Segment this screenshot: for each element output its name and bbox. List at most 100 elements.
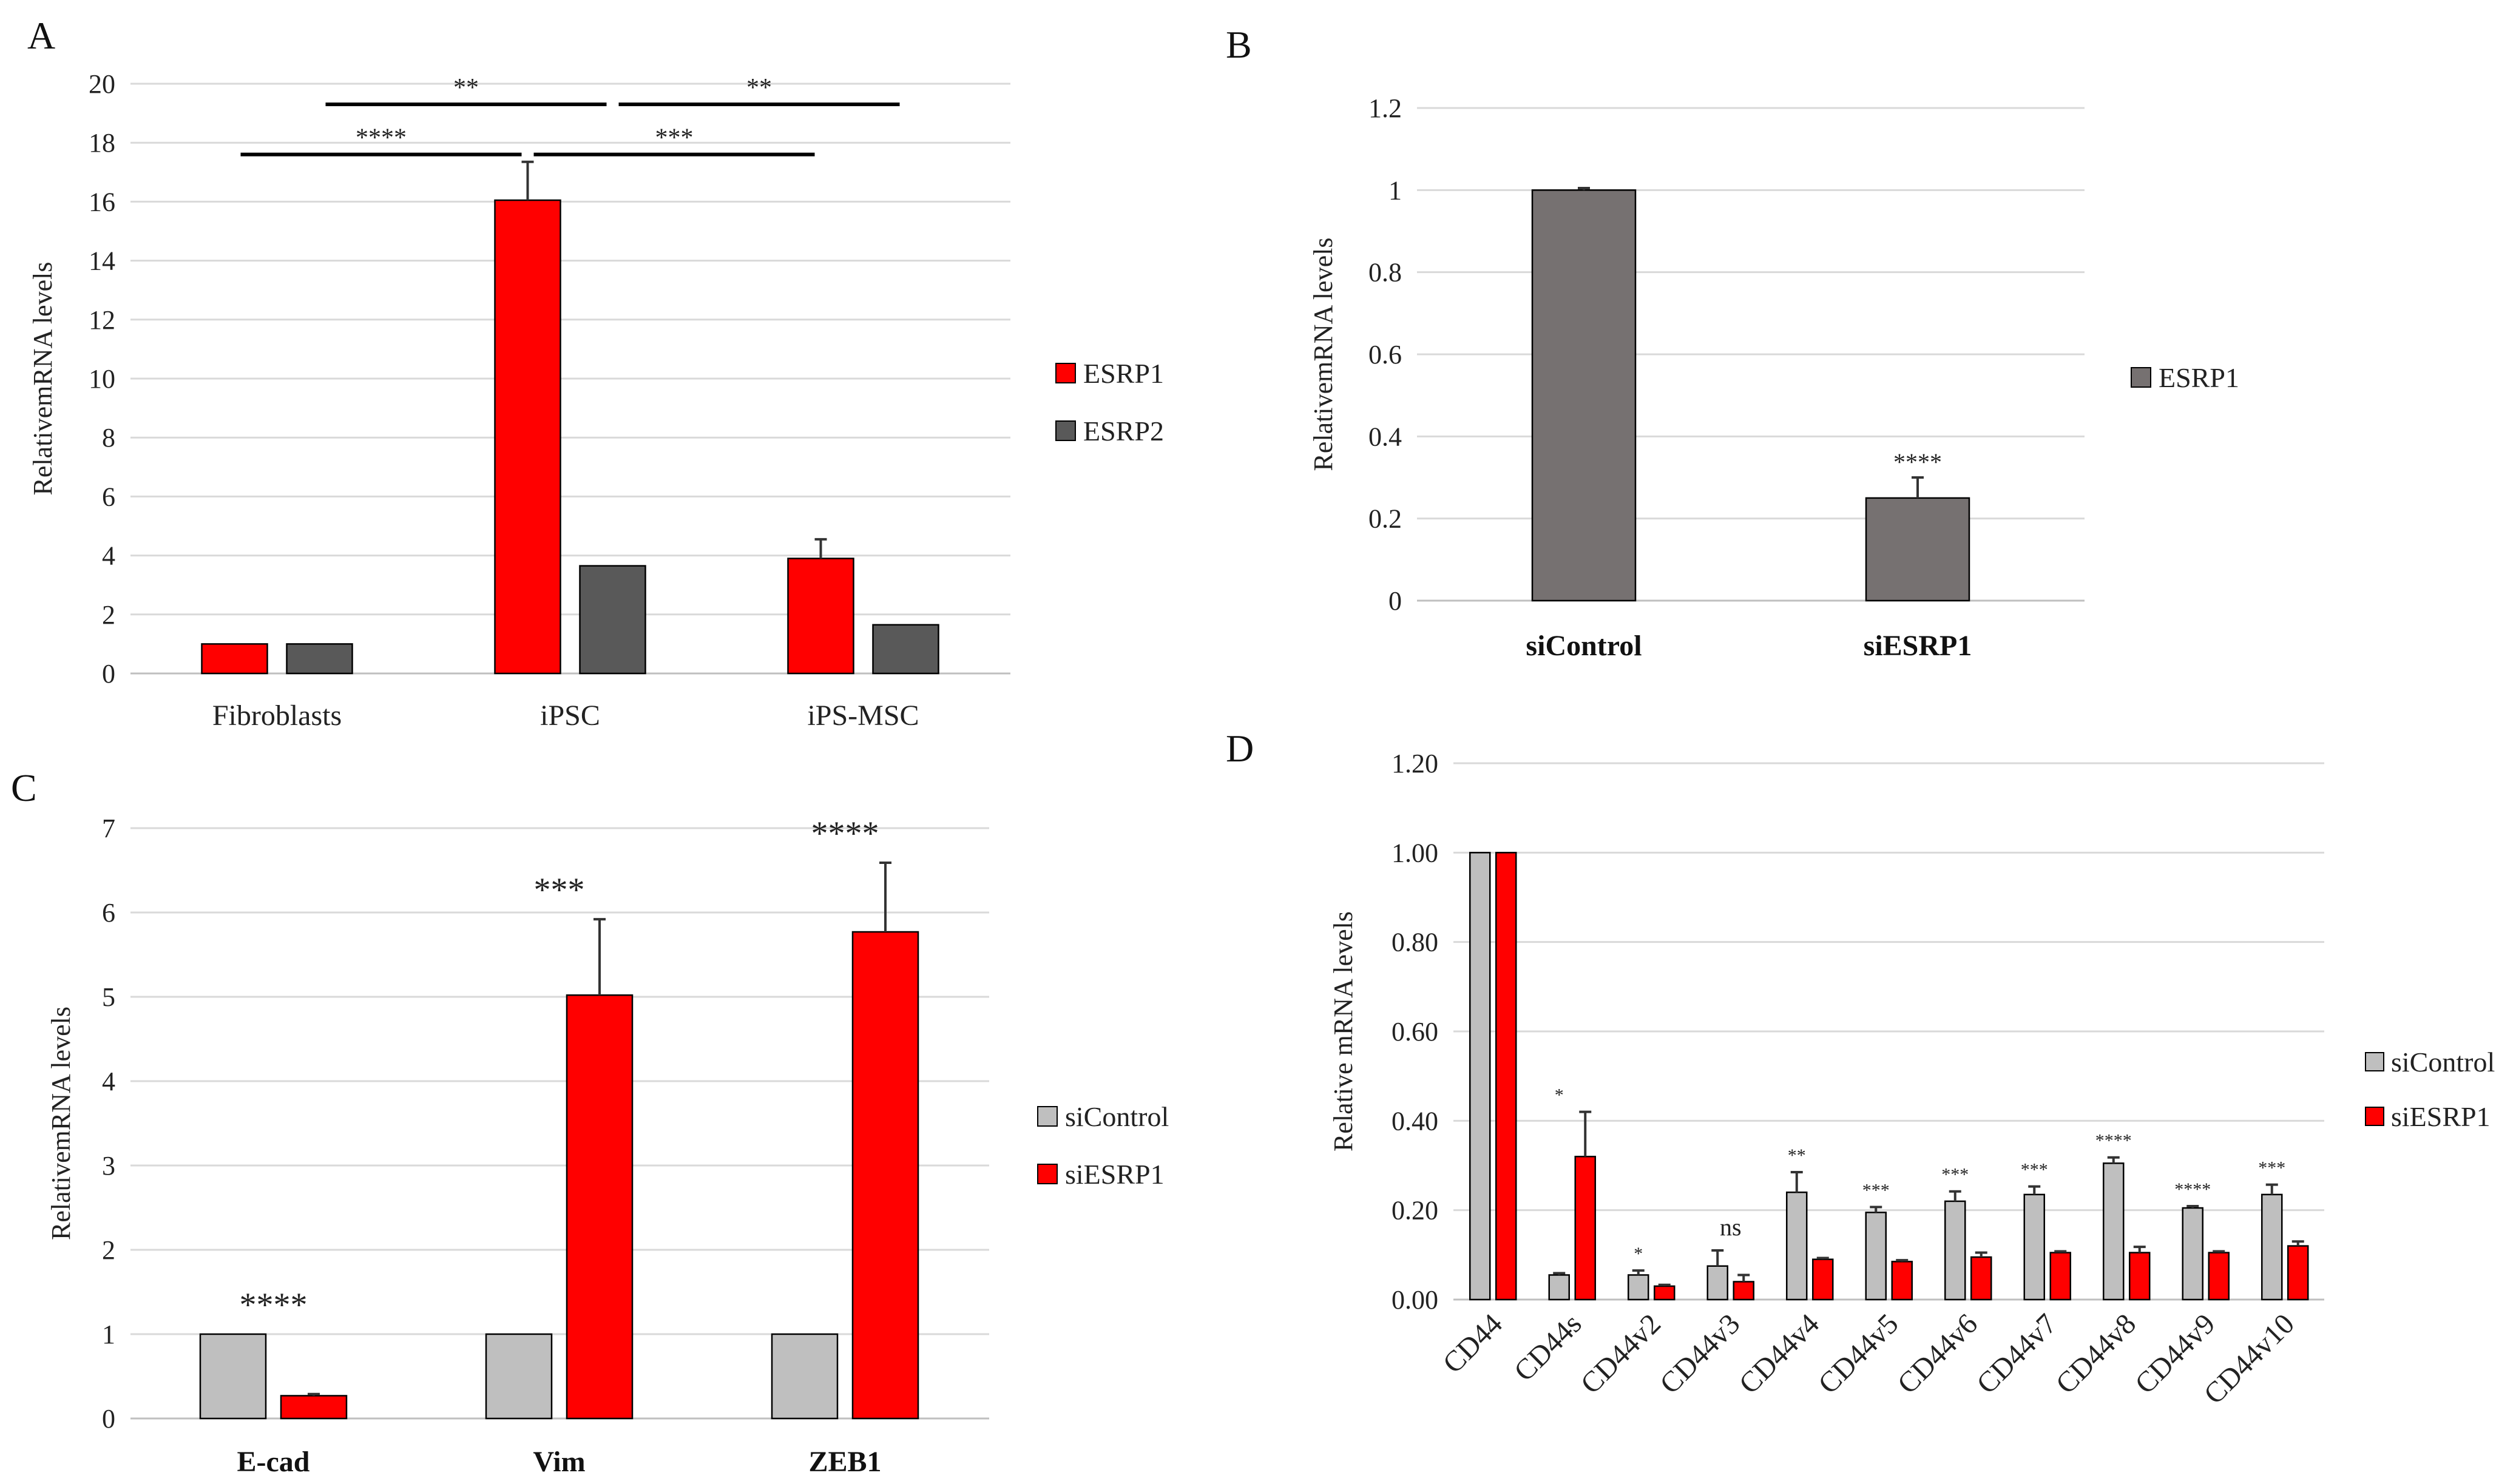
significance-label: *** bbox=[655, 124, 694, 152]
bar-ESRP2-iPS-MSC bbox=[872, 624, 939, 675]
bar-siControl-CD44v3 bbox=[1706, 1265, 1728, 1301]
legend-label: ESRP2 bbox=[1083, 416, 1164, 447]
bar-siControl-CD44v2 bbox=[1628, 1274, 1649, 1301]
significance-label: ns bbox=[1720, 1213, 1742, 1241]
legend-swatch bbox=[2365, 1052, 2384, 1071]
bar-siESRP1-CD44v8 bbox=[2129, 1252, 2151, 1301]
legend-label: siControl bbox=[1065, 1101, 1169, 1132]
bar-siESRP1-CD44v10 bbox=[2287, 1245, 2309, 1301]
y-tick-label: 16 bbox=[89, 187, 115, 217]
significance-label: **** bbox=[811, 815, 879, 852]
legend-swatch bbox=[1037, 1164, 1058, 1184]
y-tick-label: 18 bbox=[89, 128, 115, 158]
legend-swatch bbox=[1037, 1106, 1058, 1127]
bar-siESRP1-CD44v4 bbox=[1812, 1258, 1834, 1301]
x-tick-label: CD44v6 bbox=[1892, 1307, 1984, 1400]
legend-swatch bbox=[1055, 363, 1076, 383]
y-axis-label: RelativemRNA levels bbox=[1308, 238, 1338, 471]
bar-ESRP2-iPSC bbox=[579, 565, 646, 675]
bar-siESRP1-CD44v3 bbox=[1733, 1281, 1754, 1301]
bar-siControl-ZEB1 bbox=[771, 1333, 839, 1420]
legend-label: ESRP1 bbox=[2159, 362, 2239, 393]
y-tick-label: 0.80 bbox=[1392, 928, 1438, 957]
x-tick-label: siControl bbox=[1526, 630, 1642, 662]
y-tick-label: 4 bbox=[102, 1067, 115, 1096]
y-tick-label: 6 bbox=[102, 898, 115, 928]
y-tick-label: 12 bbox=[89, 305, 115, 335]
x-tick-label: iPSC bbox=[540, 700, 600, 732]
x-tick-label: CD44v2 bbox=[1575, 1307, 1668, 1400]
y-tick-label: 0.4 bbox=[1368, 422, 1402, 451]
y-tick-label: 0 bbox=[102, 1404, 115, 1434]
x-tick-label: iPS-MSC bbox=[807, 700, 919, 732]
bar-siControl-CD44v4 bbox=[1786, 1191, 1808, 1301]
y-tick-label: 10 bbox=[89, 364, 115, 394]
y-tick-label: 1 bbox=[102, 1320, 115, 1349]
y-tick-label: 1 bbox=[1388, 175, 1402, 205]
y-tick-label: 0.00 bbox=[1392, 1285, 1438, 1315]
bar-siControl-CD44v5 bbox=[1865, 1212, 1887, 1301]
legend-label: siControl bbox=[2391, 1047, 2495, 1078]
bar-ESRP2-Fibroblasts bbox=[286, 643, 353, 675]
bar-siESRP1-E-cad bbox=[280, 1395, 348, 1420]
bar-ESRP1-siControl bbox=[1531, 189, 1637, 602]
significance-label: ** bbox=[453, 74, 479, 102]
significance-label: *** bbox=[534, 871, 585, 909]
y-tick-label: 2 bbox=[102, 600, 115, 630]
y-tick-label: 1.20 bbox=[1392, 749, 1438, 778]
y-tick-label: 1.00 bbox=[1392, 838, 1438, 868]
significance-label: **** bbox=[2174, 1179, 2211, 1199]
y-tick-label: 2 bbox=[102, 1235, 115, 1265]
y-tick-label: 0.6 bbox=[1368, 340, 1402, 369]
panel-letter: B bbox=[1226, 23, 1252, 66]
y-axis-label: RelativemRNA levels bbox=[46, 1007, 76, 1240]
x-tick-label: E-cad bbox=[237, 1446, 310, 1478]
x-tick-label: CD44v5 bbox=[1812, 1307, 1905, 1400]
y-tick-label: 0.60 bbox=[1392, 1017, 1438, 1047]
bar-siESRP1-CD44v7 bbox=[2049, 1252, 2071, 1301]
y-tick-label: 7 bbox=[102, 814, 115, 843]
x-tick-label: CD44v8 bbox=[2050, 1307, 2143, 1400]
bar-siESRP1-CD44v2 bbox=[1654, 1285, 1676, 1301]
y-tick-label: 4 bbox=[102, 541, 115, 571]
significance-label: * bbox=[1555, 1085, 1564, 1105]
significance-label: *** bbox=[2258, 1158, 2285, 1178]
y-tick-label: 14 bbox=[89, 246, 115, 276]
bar-siESRP1-CD44v9 bbox=[2208, 1252, 2230, 1301]
y-tick-label: 0 bbox=[102, 659, 115, 689]
significance-label: **** bbox=[240, 1286, 308, 1324]
bar-siControl-CD44v7 bbox=[2023, 1193, 2045, 1301]
x-tick-label: CD44v7 bbox=[1970, 1307, 2063, 1400]
legend-label: ESRP1 bbox=[1083, 358, 1164, 389]
y-tick-label: 6 bbox=[102, 482, 115, 511]
significance-label: **** bbox=[1893, 448, 1942, 476]
y-axis-label: RelativemRNA levels bbox=[28, 262, 58, 496]
y-tick-label: 0.20 bbox=[1392, 1196, 1438, 1226]
panel-letter: C bbox=[11, 766, 37, 809]
x-tick-label: ZEB1 bbox=[808, 1446, 881, 1478]
y-tick-label: 0.40 bbox=[1392, 1106, 1438, 1136]
bar-siESRP1-CD44v6 bbox=[1970, 1256, 1992, 1301]
bar-siESRP1-Vim bbox=[566, 994, 634, 1420]
bar-ESRP1-Fibroblasts bbox=[201, 643, 268, 675]
bar-siControl-CD44v9 bbox=[2182, 1207, 2203, 1301]
significance-label: **** bbox=[2095, 1131, 2132, 1151]
significance-label: ** bbox=[746, 74, 772, 102]
y-tick-label: 1.2 bbox=[1368, 93, 1402, 123]
bar-siESRP1-CD44v5 bbox=[1891, 1261, 1913, 1301]
legend-swatch bbox=[2365, 1107, 2384, 1126]
y-tick-label: 0.2 bbox=[1368, 504, 1402, 534]
y-tick-label: 0.8 bbox=[1368, 258, 1402, 288]
bar-siESRP1-CD44 bbox=[1495, 852, 1517, 1301]
x-tick-label: Fibroblasts bbox=[212, 700, 342, 732]
x-tick-label: CD44 bbox=[1436, 1307, 1509, 1380]
y-tick-label: 5 bbox=[102, 982, 115, 1012]
y-tick-label: 20 bbox=[89, 69, 115, 99]
y-axis-label: Relative mRNA levels bbox=[1328, 911, 1358, 1152]
legend-swatch bbox=[2131, 367, 2151, 388]
significance-label: *** bbox=[2021, 1160, 2048, 1180]
legend-label: siESRP1 bbox=[2391, 1101, 2491, 1132]
y-tick-label: 8 bbox=[102, 423, 115, 453]
significance-label: **** bbox=[356, 124, 407, 152]
